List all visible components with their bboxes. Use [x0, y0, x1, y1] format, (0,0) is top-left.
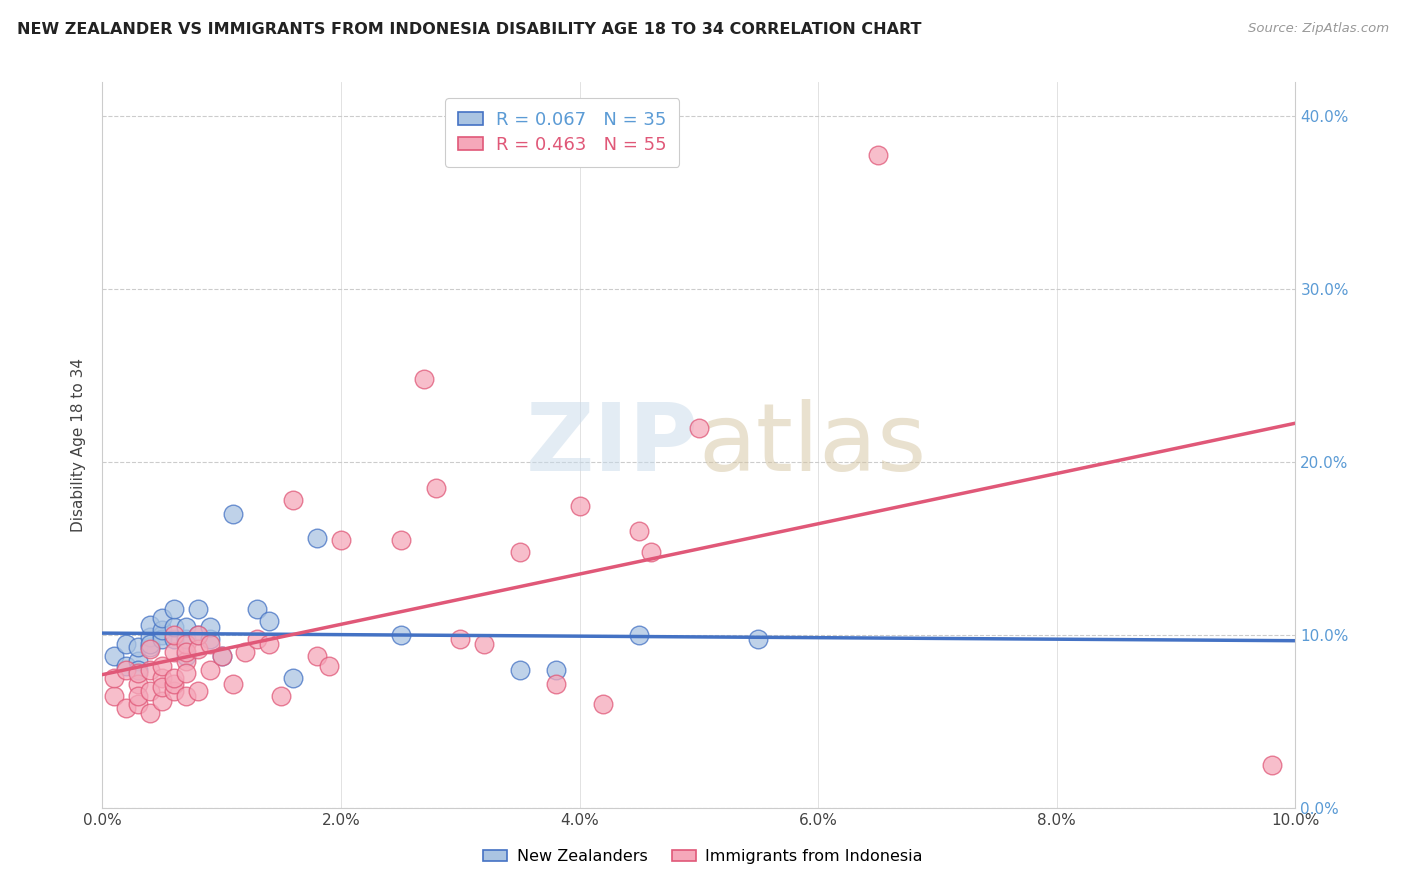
- Point: [318, 659, 340, 673]
- Point: [198, 637, 221, 651]
- Point: [163, 632, 186, 646]
- Point: [115, 663, 138, 677]
- Point: [246, 632, 269, 646]
- Point: [281, 493, 304, 508]
- Point: [509, 545, 531, 559]
- Point: [127, 698, 149, 712]
- Point: [866, 147, 889, 161]
- Point: [389, 533, 412, 547]
- Point: [115, 659, 138, 673]
- Point: [150, 623, 173, 637]
- Point: [139, 683, 162, 698]
- Point: [150, 632, 173, 646]
- Text: Source: ZipAtlas.com: Source: ZipAtlas.com: [1249, 22, 1389, 36]
- Legend: R = 0.067   N = 35, R = 0.463   N = 55: R = 0.067 N = 35, R = 0.463 N = 55: [446, 98, 679, 167]
- Point: [150, 672, 173, 686]
- Point: [1260, 757, 1282, 772]
- Point: [688, 420, 710, 434]
- Point: [413, 372, 436, 386]
- Point: [150, 694, 173, 708]
- Point: [139, 663, 162, 677]
- Point: [115, 637, 138, 651]
- Point: [270, 689, 292, 703]
- Legend: New Zealanders, Immigrants from Indonesia: New Zealanders, Immigrants from Indonesi…: [477, 843, 929, 871]
- Point: [127, 666, 149, 681]
- Point: [139, 640, 162, 655]
- Text: ZIP: ZIP: [526, 399, 699, 491]
- Point: [127, 676, 149, 690]
- Point: [389, 628, 412, 642]
- Point: [628, 628, 651, 642]
- Point: [163, 683, 186, 698]
- Point: [150, 611, 173, 625]
- Point: [163, 602, 186, 616]
- Point: [187, 602, 209, 616]
- Point: [163, 619, 186, 633]
- Point: [425, 481, 447, 495]
- Point: [222, 507, 245, 521]
- Point: [187, 683, 209, 698]
- Point: [163, 676, 186, 690]
- Point: [127, 640, 149, 655]
- Point: [211, 648, 233, 663]
- Point: [103, 648, 125, 663]
- Point: [592, 698, 614, 712]
- Text: NEW ZEALANDER VS IMMIGRANTS FROM INDONESIA DISABILITY AGE 18 TO 34 CORRELATION C: NEW ZEALANDER VS IMMIGRANTS FROM INDONES…: [17, 22, 921, 37]
- Point: [628, 524, 651, 539]
- Point: [150, 628, 173, 642]
- Point: [139, 630, 162, 644]
- Point: [163, 672, 186, 686]
- Point: [747, 632, 769, 646]
- Text: atlas: atlas: [699, 399, 927, 491]
- Point: [174, 637, 197, 651]
- Point: [127, 689, 149, 703]
- Point: [198, 632, 221, 646]
- Point: [115, 700, 138, 714]
- Point: [174, 645, 197, 659]
- Point: [246, 602, 269, 616]
- Point: [103, 672, 125, 686]
- Point: [449, 632, 471, 646]
- Point: [235, 645, 257, 659]
- Point: [150, 680, 173, 694]
- Point: [127, 654, 149, 668]
- Point: [198, 619, 221, 633]
- Point: [174, 648, 197, 663]
- Point: [127, 663, 149, 677]
- Point: [544, 663, 567, 677]
- Point: [281, 672, 304, 686]
- Point: [198, 663, 221, 677]
- Point: [305, 532, 328, 546]
- Point: [163, 645, 186, 659]
- Point: [472, 637, 495, 651]
- Point: [568, 499, 591, 513]
- Point: [174, 619, 197, 633]
- Point: [174, 689, 197, 703]
- Point: [163, 628, 186, 642]
- Y-axis label: Disability Age 18 to 34: Disability Age 18 to 34: [72, 358, 86, 532]
- Point: [509, 663, 531, 677]
- Point: [211, 648, 233, 663]
- Point: [103, 689, 125, 703]
- Point: [174, 654, 197, 668]
- Point: [139, 642, 162, 657]
- Point: [329, 533, 352, 547]
- Point: [259, 637, 281, 651]
- Point: [139, 637, 162, 651]
- Point: [139, 617, 162, 632]
- Point: [187, 642, 209, 657]
- Point: [187, 628, 209, 642]
- Point: [174, 632, 197, 646]
- Point: [174, 666, 197, 681]
- Point: [544, 676, 567, 690]
- Point: [187, 628, 209, 642]
- Point: [305, 648, 328, 663]
- Point: [139, 706, 162, 720]
- Point: [222, 676, 245, 690]
- Point: [150, 659, 173, 673]
- Point: [640, 545, 662, 559]
- Point: [259, 615, 281, 629]
